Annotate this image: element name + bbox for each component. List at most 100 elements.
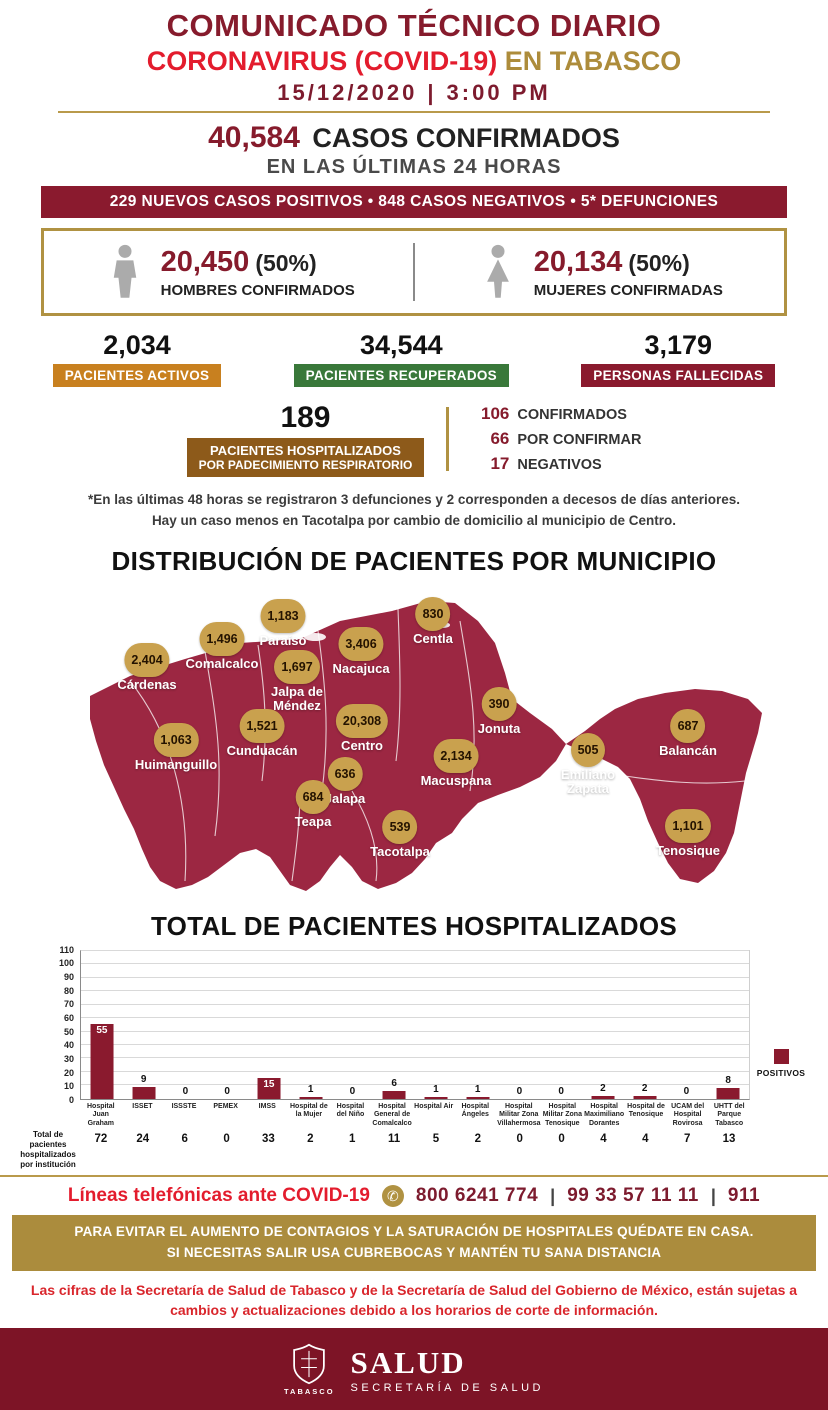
x-axis-label: Hospital de Tenosique xyxy=(627,1102,665,1119)
bar-cell: 2 xyxy=(624,951,666,1099)
divider xyxy=(57,111,771,113)
recovered-patients-card: 34,544 PACIENTES RECUPERADOS xyxy=(293,330,509,387)
case-count-badge: 830 xyxy=(415,596,451,631)
bar-cell: 15 xyxy=(248,951,290,1099)
total-value: 4 xyxy=(642,1133,649,1146)
x-axis-label: Hospital General de Comalcalco xyxy=(372,1102,412,1127)
case-count-badge: 505 xyxy=(570,732,606,767)
bar-cell: 1 xyxy=(290,951,332,1099)
hospitalized-card: 189 PACIENTES HOSPITALIZADOS POR PADECIM… xyxy=(186,401,425,477)
subtitle-tabasco: EN TABASCO xyxy=(504,46,682,76)
municipality-label: Jonuta xyxy=(477,720,521,736)
hospitalized-number: 189 xyxy=(280,401,331,434)
gridline xyxy=(81,1070,749,1072)
municipality-label: Centla xyxy=(413,630,453,646)
brand-name: SALUD xyxy=(350,1344,466,1380)
total-value: 1 xyxy=(348,1133,356,1146)
bar xyxy=(716,1087,740,1099)
last-24-hours-label: EN LAS ÚLTIMAS 24 HORAS xyxy=(266,156,562,178)
phone-number-1: 800 6241 774 xyxy=(415,1185,539,1207)
x-axis-label: Hospital Militar Zona Tenosique xyxy=(542,1102,582,1127)
bar-cell: 6 xyxy=(373,951,415,1099)
footnote-line2: Hay un caso menos en Tacotalpa por cambi… xyxy=(151,512,677,528)
case-count-badge: 390 xyxy=(481,686,517,721)
bar-cell: 8 xyxy=(707,951,749,1099)
case-count-badge: 1,697 xyxy=(274,649,320,684)
case-count-badge: 684 xyxy=(295,779,331,814)
totals-row-label: Total de pacientes hospitalizados por in… xyxy=(20,1130,76,1170)
map-marker-jonuta: 390 Jonuta xyxy=(477,686,521,736)
map-marker-macuspana: 2,134 Macuspana xyxy=(421,738,491,788)
recovered-patients-label: PACIENTES RECUPERADOS xyxy=(293,364,509,387)
map-marker-nacajuca: 3,406 Nacajuca xyxy=(332,626,390,676)
map-shape xyxy=(90,600,762,891)
bar-value: 1 xyxy=(307,1084,314,1096)
separator: | xyxy=(710,1185,716,1206)
bar xyxy=(299,1097,323,1099)
y-axis-tick: 0 xyxy=(68,1094,74,1105)
x-axis-label: UCAM del Hospital Rovirosa xyxy=(671,1102,705,1127)
subtitle: CORONAVIRUS (COVID-19) EN TABASCO xyxy=(0,46,828,77)
municipality-label: Comalcalco xyxy=(185,655,259,671)
confirmed-label: CASOS CONFIRMADOS xyxy=(312,123,620,153)
x-axis-label: Hospital de la Mujer xyxy=(289,1102,328,1119)
women-confirmed-number: 20,134 xyxy=(533,245,623,278)
case-count-badge: 1,063 xyxy=(153,722,199,757)
municipality-label: Teapa xyxy=(294,813,332,829)
x-axis-label: ISSSTE xyxy=(171,1102,197,1110)
x-axis-label: Hospital Air xyxy=(414,1102,454,1110)
y-axis-tick: 100 xyxy=(58,958,74,969)
bar xyxy=(382,1090,406,1099)
chart-yaxis: 0 10 20 30 40 50 60 70 80 90 100 110 xyxy=(16,945,80,1105)
bar-cell: 1 xyxy=(457,951,499,1099)
bar-cell: 1 xyxy=(415,951,457,1099)
confirmed-number: 40,584 xyxy=(208,121,300,154)
bar xyxy=(591,1096,615,1099)
female-icon xyxy=(476,243,520,301)
bar-value: 1 xyxy=(474,1084,481,1096)
bar-value: 9 xyxy=(140,1073,147,1085)
map-marker-centla: 830 Centla xyxy=(413,596,453,646)
x-axis-label: Hospital del Niño xyxy=(336,1102,365,1119)
gridline xyxy=(81,963,749,965)
subtitle-coronavirus: CORONAVIRUS (COVID-19) xyxy=(146,46,498,76)
map-title: DISTRIBUCIÓN DE PACIENTES POR MUNICIPIO xyxy=(111,545,717,576)
status-cards: 2,034 PACIENTES ACTIVOS 34,544 PACIENTES… xyxy=(17,330,812,387)
stay-home-line2: SI NECESITAS SALIR USA CUBREBOCAS Y MANT… xyxy=(166,1244,662,1260)
bar-value: 2 xyxy=(600,1083,606,1095)
case-count-badge: 539 xyxy=(382,809,418,844)
x-axis-label: ISSET xyxy=(132,1102,153,1110)
total-value: 5 xyxy=(432,1133,440,1146)
bar-cell: 0 xyxy=(666,951,708,1099)
map-marker-balancan: 687 Balancán xyxy=(659,708,717,758)
case-count-badge: 1,183 xyxy=(260,598,306,633)
map-marker-huimanguillo: 1,063 Huimanguillo xyxy=(135,722,217,772)
active-patients-card: 2,034 PACIENTES ACTIVOS xyxy=(52,330,222,387)
total-value: 7 xyxy=(683,1133,691,1146)
x-axis-label: Hospital Ángeles xyxy=(461,1102,490,1119)
bar-value: 0 xyxy=(683,1085,690,1097)
deceased-card: 3,179 PERSONAS FALLECIDAS xyxy=(581,330,776,387)
total-value: 24 xyxy=(136,1133,150,1146)
bar-value: 15 xyxy=(263,1079,275,1091)
divider xyxy=(446,407,450,471)
gender-stats-box: 20,450 (50%) HOMBRES CONFIRMADOS 20,134 (5… xyxy=(41,228,787,316)
daily-cases-banner: 229 NUEVOS CASOS POSITIVOS • 848 CASOS N… xyxy=(41,186,787,218)
map-marker-paraiso: 1,183 Paraíso xyxy=(260,598,306,648)
map-marker-centro: 20,308 Centro xyxy=(335,703,389,753)
municipality-label: Jalapa xyxy=(324,790,366,806)
active-patients-label: PACIENTES ACTIVOS xyxy=(52,364,222,387)
time: 3:00 PM xyxy=(446,80,551,105)
date-separator: | xyxy=(427,80,437,105)
total-value: 0 xyxy=(223,1133,230,1146)
x-axis-label: Hospital Juan Graham xyxy=(86,1102,115,1127)
deceased-label: PERSONAS FALLECIDAS xyxy=(581,364,776,387)
x-axis-label: Hospital Militar Zona Villahermosa xyxy=(497,1102,541,1127)
brand-subtitle: SECRETARÍA DE SALUD xyxy=(350,1381,544,1394)
map-marker-cunduacan: 1,521 Cunduacán xyxy=(227,708,297,758)
bar xyxy=(257,1078,281,1099)
disclaimer: Las cifras de la Secretaría de Salud de … xyxy=(30,1281,798,1319)
legend-label: POSITIVOS xyxy=(756,1067,806,1078)
case-count-badge: 3,406 xyxy=(338,626,384,661)
